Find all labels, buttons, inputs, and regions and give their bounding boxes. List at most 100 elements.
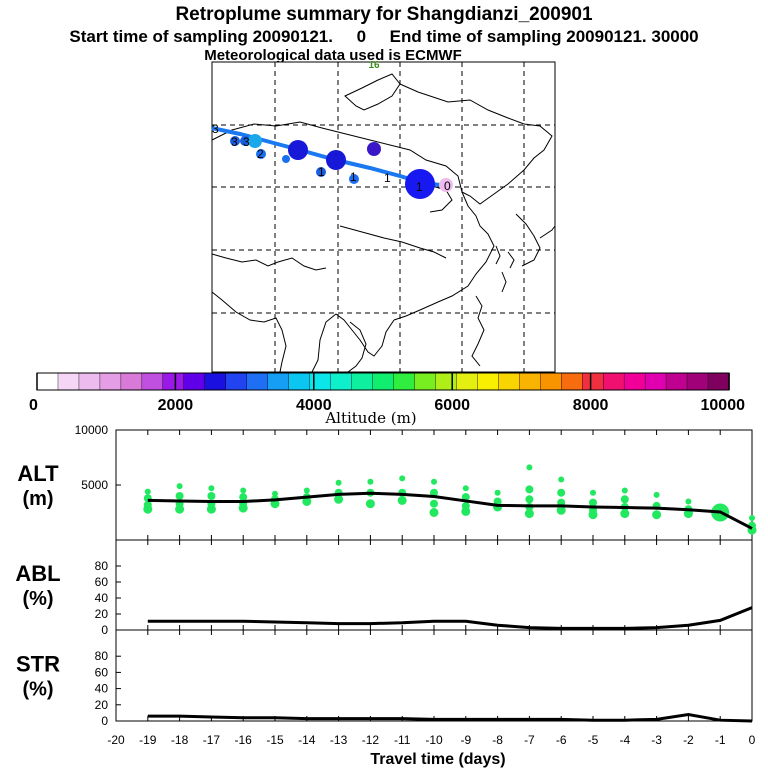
particle-dot xyxy=(430,488,438,497)
x-tick-label: -6 xyxy=(556,733,567,747)
time-series-panels: 500010000ALT(m)020406080ABL(%)020406080S… xyxy=(15,423,757,768)
trajectory-label: 1 xyxy=(384,171,391,185)
particle-dot xyxy=(144,488,151,495)
series-line xyxy=(147,712,753,723)
panel-frame xyxy=(115,429,753,541)
cluster-dot xyxy=(288,140,308,160)
map-panel: 16 0 1 1 1 1 2 3 3 3 xyxy=(211,60,556,373)
x-tick-label: -1 xyxy=(715,733,726,747)
particle-dot xyxy=(749,515,755,521)
particle-dot xyxy=(240,487,247,494)
particle-dot xyxy=(525,485,534,494)
particle-dot xyxy=(175,492,184,500)
particle-dot xyxy=(272,490,278,497)
colorbar-cell xyxy=(330,372,353,391)
colorbar: 0 2000 4000 6000 8000 10000 Altitude (m) xyxy=(29,372,746,427)
panel-frame xyxy=(115,539,753,631)
cluster-dot xyxy=(316,167,326,177)
colorbar-cell xyxy=(309,372,332,391)
particle-dot xyxy=(207,492,216,500)
colorbar-cell xyxy=(120,372,143,391)
colorbar-cell xyxy=(498,372,521,391)
x-tick-label: -5 xyxy=(588,733,599,747)
colorbar-cell xyxy=(57,372,80,391)
cluster-dot xyxy=(230,136,240,146)
particle-dot xyxy=(588,510,598,520)
colorbar-label: Altitude (m) xyxy=(324,409,416,427)
x-tick-label: -17 xyxy=(203,733,221,747)
y-tick-label: 0 xyxy=(101,714,108,728)
particle-dot xyxy=(302,497,312,506)
colorbar-cell xyxy=(246,372,269,391)
x-tick-label: -8 xyxy=(492,733,503,747)
particle-dot xyxy=(621,487,628,494)
panel-frame xyxy=(115,629,753,722)
cluster-dot xyxy=(405,169,435,199)
x-tick-label: -9 xyxy=(460,733,471,747)
cluster-dot xyxy=(349,174,359,184)
trajectory-clusters xyxy=(230,134,453,199)
colorbar-cell xyxy=(393,372,416,391)
map-frame xyxy=(211,61,556,373)
particle-dot xyxy=(524,509,534,519)
particle-dot xyxy=(429,508,439,517)
x-tick-label: -11 xyxy=(394,733,411,747)
y-tick-label: 40 xyxy=(95,682,109,696)
trajectory-label: 1 xyxy=(350,170,357,184)
particle-dot xyxy=(461,506,471,516)
colorbar-cell xyxy=(686,372,709,391)
particle-dot xyxy=(239,493,248,502)
y-axis-unit: (m) xyxy=(22,488,53,510)
particle-dot xyxy=(335,479,342,486)
trajectory-label: 0 xyxy=(444,179,451,193)
colorbar-cell xyxy=(162,372,185,391)
cluster-dot xyxy=(256,149,266,159)
particle-dot xyxy=(461,493,470,502)
colorbar-cell xyxy=(351,372,374,391)
colorbar-cell xyxy=(582,372,604,391)
particle-dot xyxy=(430,499,438,508)
x-tick-label: -16 xyxy=(235,733,253,747)
particle-dot xyxy=(620,509,630,519)
cluster-dot xyxy=(248,134,262,148)
colorbar-cell xyxy=(414,372,437,391)
colorbar-cell xyxy=(372,372,395,391)
particle-dot xyxy=(206,504,216,514)
cluster-dot xyxy=(326,150,346,170)
x-tick-label: -18 xyxy=(171,733,189,747)
chart-subtitle: Start time of sampling 20090121. 0 End t… xyxy=(69,27,698,46)
cluster-dot xyxy=(439,178,453,192)
colorbar-cell xyxy=(141,372,164,391)
cluster-dot xyxy=(367,142,381,156)
particle-dot xyxy=(557,488,566,497)
particle-dot xyxy=(526,464,533,471)
y-axis-unit: (%) xyxy=(22,679,53,701)
trajectory-label: 1 xyxy=(416,180,423,194)
y-tick-label: 80 xyxy=(95,649,109,663)
y-tick-label: 0 xyxy=(101,623,108,637)
x-tick-label: -3 xyxy=(651,733,662,747)
x-tick-label: -13 xyxy=(330,733,348,747)
colorbar-cell xyxy=(183,372,206,391)
panel-abl: 0 20 40 60 80 ABL(%) xyxy=(15,539,753,637)
colorbar-cell xyxy=(623,372,646,391)
chart-title: Retroplume summary for Shangdianzi_20090… xyxy=(175,4,593,25)
particle-dot xyxy=(494,489,501,496)
x-tick-label: -4 xyxy=(619,733,630,747)
particle-dot xyxy=(589,498,597,507)
colorbar-cell xyxy=(36,372,59,391)
y-axis-label: ABL xyxy=(15,561,60,586)
particle-dot xyxy=(462,485,469,492)
particle-dot xyxy=(303,487,310,494)
panel-alt: 5000 10000 ALT(m) xyxy=(17,423,757,541)
colorbar-tick-label: 10000 xyxy=(701,397,746,414)
y-tick-label: 5000 xyxy=(81,478,108,492)
colorbar-cell xyxy=(78,372,101,391)
x-tick-label: -20 xyxy=(107,733,125,747)
y-tick-label: 20 xyxy=(95,607,109,621)
particle-dot xyxy=(590,489,596,496)
y-tick-label: 10000 xyxy=(75,423,109,437)
colorbar-cell xyxy=(477,372,500,391)
particle-dot xyxy=(685,498,692,505)
y-axis-label: STR xyxy=(16,652,60,677)
